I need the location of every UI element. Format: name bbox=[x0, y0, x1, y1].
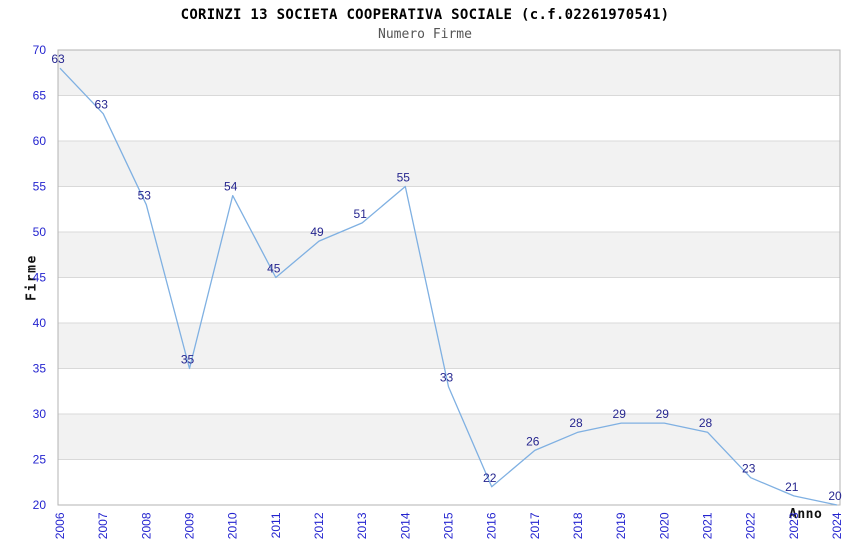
data-point-label: 35 bbox=[181, 353, 195, 367]
y-tick-label: 25 bbox=[33, 453, 47, 467]
x-tick-label: 2009 bbox=[183, 512, 197, 539]
plot-band bbox=[58, 141, 840, 187]
data-point-label: 29 bbox=[613, 407, 627, 421]
data-point-label: 26 bbox=[526, 434, 540, 448]
data-point-label: 63 bbox=[95, 98, 109, 112]
data-point-label: 45 bbox=[267, 262, 281, 276]
data-point-label: 49 bbox=[310, 225, 324, 239]
x-tick-label: 2017 bbox=[528, 512, 542, 539]
y-tick-label: 20 bbox=[33, 498, 47, 512]
x-tick-label: 2018 bbox=[571, 512, 585, 539]
x-tick-label: 2010 bbox=[226, 512, 240, 539]
x-tick-label: 2007 bbox=[96, 512, 110, 539]
y-tick-label: 60 bbox=[33, 134, 47, 148]
x-tick-label: 2008 bbox=[139, 512, 153, 539]
x-tick-label: 2014 bbox=[398, 512, 412, 539]
plot-band bbox=[58, 368, 840, 414]
y-tick-label: 55 bbox=[33, 180, 47, 194]
x-tick-label: 2024 bbox=[830, 512, 844, 539]
x-tick-label: 2015 bbox=[442, 512, 456, 539]
data-point-label: 29 bbox=[656, 407, 670, 421]
y-tick-label: 45 bbox=[33, 271, 47, 285]
x-axis-title: Anno bbox=[789, 507, 823, 522]
data-point-label: 21 bbox=[785, 480, 799, 494]
plot-band bbox=[58, 459, 840, 505]
y-tick-label: 70 bbox=[33, 43, 47, 57]
x-tick-label: 2012 bbox=[312, 512, 326, 539]
data-point-label: 53 bbox=[138, 189, 152, 203]
x-tick-label: 2016 bbox=[485, 512, 499, 539]
x-tick-label: 2006 bbox=[53, 512, 67, 539]
x-tick-label: 2023 bbox=[787, 512, 801, 539]
data-point-label: 22 bbox=[483, 471, 497, 485]
data-point-label: 51 bbox=[354, 207, 368, 221]
plot-band bbox=[58, 50, 840, 96]
data-point-label: 23 bbox=[742, 462, 756, 476]
data-point-label: 28 bbox=[699, 416, 713, 430]
y-tick-label: 35 bbox=[33, 362, 47, 376]
plot-band bbox=[58, 186, 840, 232]
plot-band bbox=[58, 232, 840, 278]
plot-band bbox=[58, 414, 840, 460]
data-point-label: 55 bbox=[397, 171, 411, 185]
x-tick-label: 2019 bbox=[614, 512, 628, 539]
plot-band bbox=[58, 95, 840, 141]
plot-band bbox=[58, 323, 840, 369]
x-tick-label: 2022 bbox=[744, 512, 758, 539]
data-point-label: 63 bbox=[51, 52, 65, 66]
plot-border bbox=[57, 49, 841, 506]
data-point-label: 28 bbox=[569, 416, 583, 430]
x-tick-label: 2011 bbox=[269, 512, 283, 538]
plot-band bbox=[58, 277, 840, 323]
y-tick-label: 30 bbox=[33, 407, 47, 421]
x-tick-label: 2013 bbox=[355, 512, 369, 539]
chart-title: CORINZI 13 SOCIETA COOPERATIVA SOCIALE (… bbox=[180, 7, 670, 23]
data-point-label: 20 bbox=[828, 489, 842, 503]
y-tick-label: 40 bbox=[33, 316, 47, 330]
x-tick-label: 2021 bbox=[701, 512, 715, 539]
y-tick-label: 50 bbox=[33, 225, 47, 239]
y-tick-label: 65 bbox=[33, 89, 47, 103]
data-line bbox=[59, 67, 838, 506]
chart-subtitle: Numero Firme bbox=[378, 27, 472, 42]
data-point-label: 33 bbox=[440, 371, 454, 385]
data-point-label: 54 bbox=[224, 180, 238, 194]
x-tick-label: 2020 bbox=[657, 512, 671, 539]
